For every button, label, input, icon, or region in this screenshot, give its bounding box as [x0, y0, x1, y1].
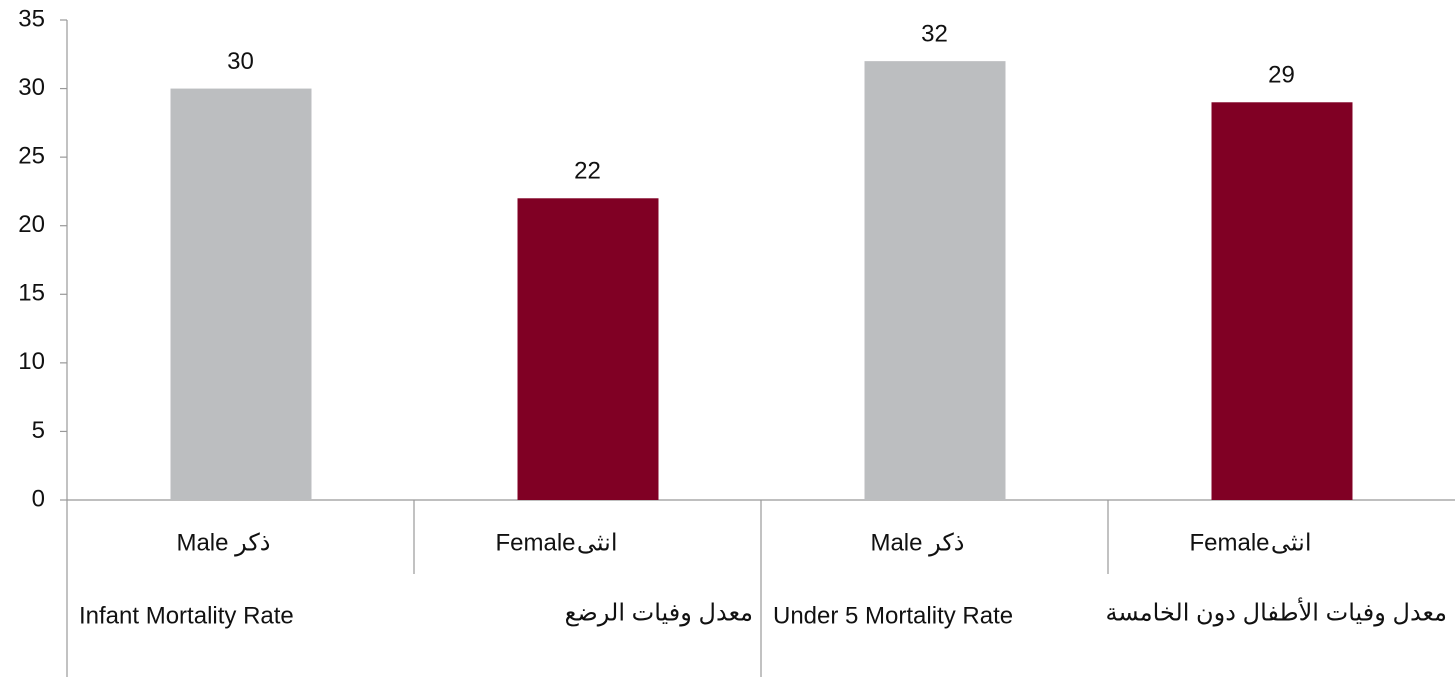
group-label-ar: معدل وفيات الرضع	[565, 599, 753, 626]
value-label: 32	[921, 20, 948, 47]
y-tick-label: 25	[18, 142, 45, 169]
y-tick-label: 10	[18, 348, 45, 375]
y-tick-label: 35	[18, 5, 45, 32]
value-label: 22	[574, 158, 601, 185]
bar	[1211, 102, 1353, 501]
group-label-ar: معدل وفيات الأطفال دون الخامسة	[1105, 597, 1447, 626]
x-tick-label: Female	[495, 529, 575, 556]
value-label: 29	[1268, 62, 1295, 89]
x-tick-label-ar: انثى	[1271, 529, 1312, 556]
bar	[170, 88, 312, 501]
value-label: 30	[227, 48, 254, 75]
bar	[517, 198, 659, 501]
y-tick-label: 30	[18, 74, 45, 101]
y-tick-label: 0	[32, 485, 45, 512]
x-tick-label-ar: ذكر	[234, 529, 270, 556]
group-label: Infant Mortality Rate	[79, 602, 294, 629]
group-label: Under 5 Mortality Rate	[773, 602, 1013, 629]
x-tick-label: Male	[870, 529, 922, 556]
x-tick-label-ar: ذكر	[928, 529, 964, 556]
x-tick-label: Female	[1189, 529, 1269, 556]
y-tick-label: 5	[32, 417, 45, 444]
y-tick-label: 20	[18, 211, 45, 238]
x-tick-label-ar: انثى	[577, 529, 618, 556]
bar	[864, 61, 1006, 501]
x-tick-label: Male	[176, 529, 228, 556]
y-tick-label: 15	[18, 280, 45, 307]
